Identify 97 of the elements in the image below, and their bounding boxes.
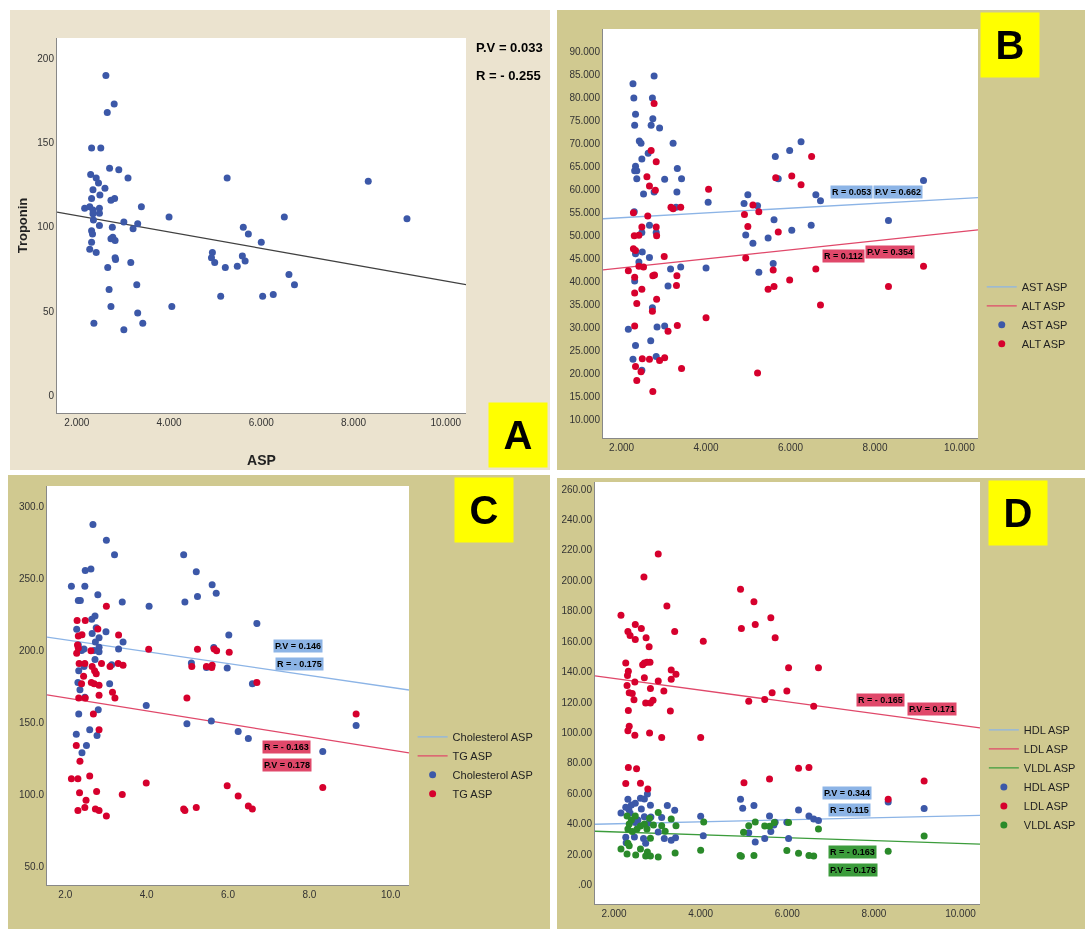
y-tick-label: 180.00 [561, 605, 593, 617]
annotation: P.V = 0.178 [264, 760, 311, 770]
text: R = - 0.255 [476, 68, 541, 83]
x-tick-label: 4.000 [688, 908, 714, 919]
legend-label: LDL ASP [1023, 743, 1069, 756]
y-tick-label: 45.000 [569, 252, 601, 264]
x-tick-label: 6.000 [248, 417, 275, 428]
text: A [503, 413, 533, 457]
y-tick-label: 55.000 [569, 206, 601, 218]
legend-label: VLDL ASP [1023, 819, 1076, 832]
y-tick-label: 0 [48, 389, 55, 401]
y-tick-label: 150 [37, 137, 55, 149]
y-tick-label: 40.00 [566, 818, 593, 830]
y-tick-label: 25.000 [569, 344, 601, 356]
annotation: P.V = 0.178 [830, 865, 877, 875]
x-tick-label: 4.0 [139, 889, 155, 900]
annotation: P.V = 0.146 [275, 641, 322, 651]
y-tick-label: .00 [578, 879, 593, 891]
x-tick-label: 2.0 [58, 889, 73, 900]
legend-label: AST ASP [1021, 281, 1068, 294]
annotation: R = - 0.165 [858, 695, 903, 705]
y-tick-label: 100.00 [561, 726, 593, 738]
y-tick-label: 120.00 [561, 696, 593, 708]
annotation: R = - 0.163 [264, 742, 309, 752]
text: D [1003, 491, 1033, 535]
y-tick-label: 160.00 [561, 635, 593, 647]
x-tick-label: 10.0 [380, 889, 401, 900]
x-tick-label: 2.000 [601, 908, 628, 919]
annotation: P.V = 0.171 [909, 704, 956, 714]
y-tick-label: 250.0 [18, 573, 45, 585]
legend-label: Cholesterol ASP [452, 731, 533, 744]
annotation: R = 0.115 [830, 805, 869, 815]
x-tick-label: 4.000 [156, 417, 182, 428]
x-tick-label: 8.000 [862, 442, 888, 453]
y-tick-label: 200.0 [18, 645, 45, 657]
x-axis-title: ASP [247, 452, 276, 468]
y-tick-label: 20.000 [569, 368, 601, 380]
y-tick-label: 50.0 [24, 860, 45, 872]
legend-label: TG ASP [452, 750, 493, 763]
legend-label: HDL ASP [1023, 724, 1070, 737]
annotation: P.V = 0.354 [867, 247, 914, 257]
y-tick-label: 85.000 [569, 68, 601, 80]
y-tick-label: 100 [37, 221, 55, 233]
x-tick-label: 6.000 [777, 442, 804, 453]
legend-label: HDL ASP [1023, 781, 1070, 794]
y-tick-label: 60.000 [569, 183, 601, 195]
annotation: P.V = 0.662 [875, 187, 922, 197]
y-tick-label: 220.00 [561, 544, 593, 556]
legend-label: LDL ASP [1023, 800, 1069, 813]
y-tick-label: 200.00 [561, 574, 593, 586]
y-tick-label: 15.000 [569, 391, 601, 403]
legend-label: TG ASP [452, 788, 493, 801]
y-tick-label: 50.000 [569, 229, 601, 241]
x-tick-label: 8.000 [861, 908, 887, 919]
y-axis-title: Troponin [15, 197, 31, 254]
y-tick-label: 40.000 [569, 275, 601, 287]
y-tick-label: 140.00 [561, 666, 593, 678]
y-tick-label: 30.000 [569, 321, 601, 333]
y-tick-label: 300.0 [18, 501, 45, 513]
annotation: P.V = 0.344 [824, 788, 871, 798]
x-tick-label: 10.000 [430, 417, 462, 428]
y-tick-label: 35.000 [569, 298, 601, 310]
y-tick-label: 90.000 [569, 45, 601, 57]
y-tick-label: 260.00 [561, 483, 593, 495]
x-tick-label: 4.000 [693, 442, 719, 453]
y-tick-label: 100.0 [18, 789, 45, 801]
legend-label: Cholesterol ASP [452, 769, 533, 782]
x-tick-label: 8.000 [340, 417, 367, 428]
y-tick-label: 60.00 [566, 787, 593, 799]
y-tick-label: 240.00 [561, 513, 593, 525]
x-tick-label: 6.000 [774, 908, 801, 919]
legend-label: ALT ASP [1021, 300, 1066, 313]
legend-label: ALT ASP [1021, 338, 1066, 351]
x-tick-label: 2.000 [609, 442, 635, 453]
x-tick-label: 2.000 [64, 417, 90, 428]
annotation: R = 0.053 [832, 187, 872, 197]
y-tick-label: 65.000 [569, 160, 601, 172]
annotation: R = - 0.163 [830, 847, 875, 857]
y-tick-label: 20.00 [566, 848, 593, 860]
legend-label: AST ASP [1021, 319, 1068, 332]
y-tick-label: 70.000 [569, 137, 601, 149]
y-tick-label: 150.0 [18, 717, 45, 729]
text: P.V = 0.033 [476, 40, 543, 55]
annotation: R = 0.112 [824, 251, 863, 261]
y-tick-label: 80.00 [566, 757, 593, 769]
y-tick-label: 75.000 [569, 114, 601, 126]
x-tick-label: 8.0 [302, 889, 317, 900]
text: B [995, 23, 1025, 67]
x-tick-label: 6.0 [221, 889, 236, 900]
y-tick-label: 200 [37, 52, 55, 64]
y-tick-label: 80.000 [569, 91, 601, 103]
legend-label: VLDL ASP [1023, 762, 1076, 775]
y-tick-label: 50 [42, 305, 55, 317]
x-tick-label: 10.000 [944, 442, 976, 453]
x-tick-label: 10.000 [945, 908, 977, 919]
text: C [469, 488, 499, 532]
annotation: R = - 0.175 [277, 659, 322, 669]
